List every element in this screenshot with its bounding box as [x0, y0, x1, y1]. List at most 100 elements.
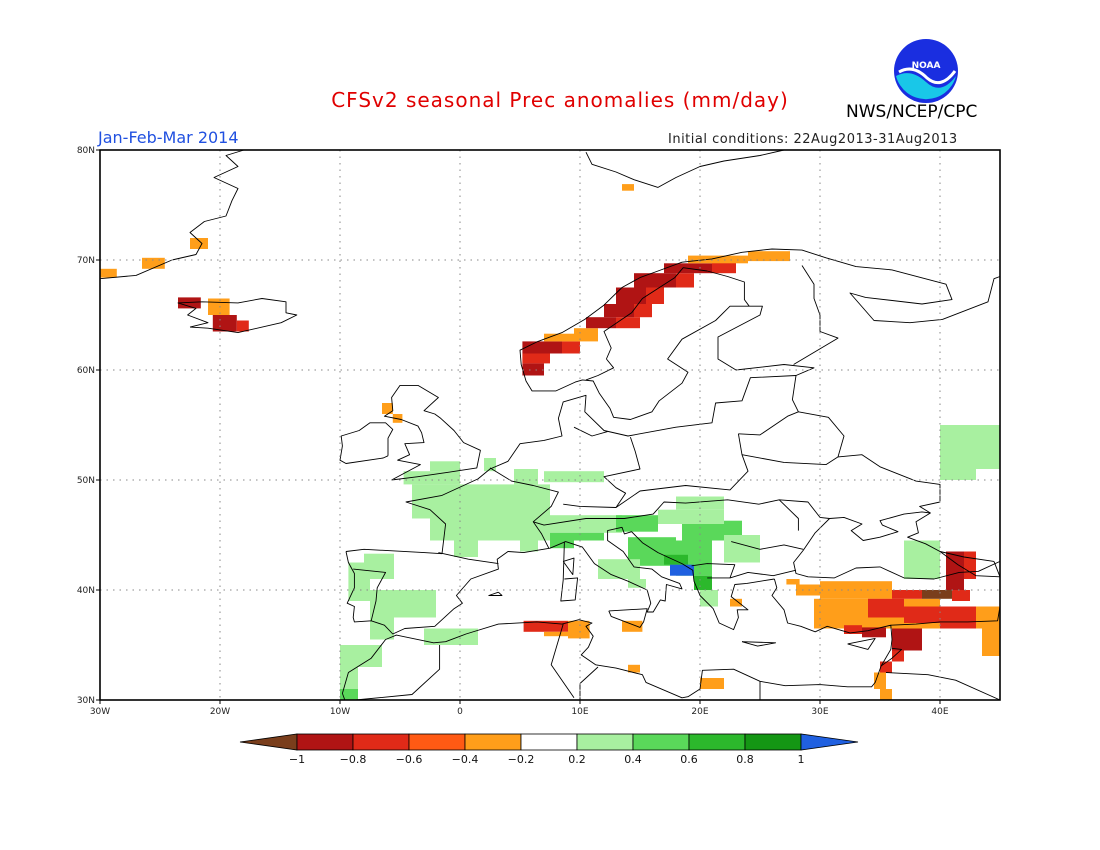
coastline-segment: [741, 411, 845, 466]
anomaly-cell: [892, 628, 922, 651]
x-tick-label: 30E: [811, 707, 828, 717]
anomaly-cell: [544, 471, 604, 483]
x-tick-label: 10W: [330, 707, 350, 717]
coastline-segment: [341, 578, 893, 701]
anomaly-cell: [880, 689, 892, 700]
map-title: CFSv2 seasonal Prec anomalies (mm/day): [331, 88, 789, 112]
colorbar-label: −0.6: [396, 753, 423, 766]
y-tick-label: 30N: [77, 696, 95, 706]
anomaly-cell: [562, 341, 580, 354]
coastline-segment: [383, 384, 481, 481]
coastline-segment: [608, 608, 648, 628]
anomaly-cell: [844, 625, 862, 634]
coastline-segment: [579, 666, 599, 700]
colorbar: −1 −0.8 −0.6 −0.4 −0.2 0.2 0.4 0.6 0.8 1: [239, 733, 859, 766]
y-tick-label: 50N: [77, 476, 95, 486]
anomaly-cell: [940, 425, 976, 480]
anomaly-cell: [340, 645, 382, 667]
colorbar-swatch: [744, 733, 802, 751]
coastline-segment: [847, 637, 876, 650]
anomaly-cell: [100, 268, 117, 278]
anomaly-cell: [724, 520, 742, 535]
anomaly-cell: [946, 551, 964, 590]
coastline-segment: [533, 499, 799, 531]
anomaly-cell: [628, 664, 640, 673]
anomaly-cell: [748, 251, 790, 262]
colorbar-upper-extend: [800, 733, 859, 751]
anomaly-cell: [598, 559, 640, 579]
colorbar-label: 0.8: [736, 753, 754, 766]
coastline-segment: [957, 564, 1001, 578]
anomaly-cell: [616, 287, 646, 304]
anomaly-cell: [424, 628, 478, 645]
anomaly-cell: [403, 471, 460, 485]
colorbar-swatch: [408, 733, 466, 751]
organization-label: NWS/NCEP/CPC: [846, 102, 978, 122]
anomaly-cell: [646, 287, 664, 304]
anomaly-cell: [880, 661, 892, 673]
anomaly-cell: [904, 540, 940, 579]
anomaly-cell: [820, 581, 892, 599]
anomaly-cell: [922, 590, 952, 599]
anomaly-cell: [364, 553, 394, 579]
map-frame: [99, 149, 1001, 701]
x-tick-label: 10E: [571, 707, 588, 717]
y-tick-label: 70N: [77, 256, 95, 266]
anomaly-cell: [340, 689, 358, 700]
coastline-segment: [562, 557, 575, 576]
colorbar-label: −0.2: [508, 753, 535, 766]
coastline-segment: [550, 623, 575, 699]
colorbar-label: 0.6: [680, 753, 698, 766]
anomaly-cell: [622, 620, 643, 632]
anomaly-cell: [412, 484, 550, 519]
anomaly-cell: [622, 184, 634, 191]
anomaly-cell: [550, 515, 622, 533]
anomaly-cell: [212, 315, 237, 332]
initial-conditions-label: Initial conditions: 22Aug2013-31Aug2013: [668, 132, 958, 147]
anomaly-cell: [586, 317, 616, 329]
coastline-segment: [345, 248, 1001, 555]
colorbar-label: −1: [289, 753, 305, 766]
coastline-segment: [731, 541, 804, 550]
anomaly-cell: [676, 273, 694, 288]
coastline-segment: [729, 569, 797, 579]
anomaly-cell: [616, 515, 658, 532]
anomaly-cell: [574, 532, 604, 541]
noaa-logo: NOAA: [894, 39, 958, 103]
anomaly-cell: [892, 650, 904, 662]
coastline-segment: [779, 499, 830, 519]
coastline-segment: [560, 541, 579, 602]
anomaly-cell: [370, 617, 394, 640]
anomaly-cell: [430, 461, 460, 472]
anomaly-cell: [550, 532, 574, 549]
x-tick-label: 20W: [210, 707, 230, 717]
colorbar-swatch: [632, 733, 690, 751]
coastlines-and-borders: [99, 149, 1001, 701]
colorbar-label: 1: [798, 753, 805, 766]
colorbar-swatch: [464, 733, 522, 751]
coastline-segment: [741, 641, 777, 647]
x-tick-label: 30W: [90, 707, 110, 717]
anomaly-cell: [382, 403, 393, 414]
anomaly-cell: [700, 590, 718, 607]
coastline-segment: [993, 561, 1001, 577]
anomaly-cell: [340, 667, 358, 689]
coastline-segment: [353, 568, 387, 621]
colorbar-swatch: [520, 733, 578, 751]
axis-labels: 30W 20W 10W 0 10E 20E 30E 40E 30N 40N 50N 60N 70N 80N: [77, 146, 949, 717]
anomaly-cell: [616, 317, 640, 329]
anomaly-cell: [574, 328, 598, 342]
coastline-segment: [489, 467, 559, 549]
colorbar-label: −0.8: [340, 753, 367, 766]
anomaly-cell: [568, 620, 590, 639]
anomaly-cell: [952, 590, 970, 601]
colorbar-label: 0.2: [568, 753, 586, 766]
anomaly-cell: [892, 590, 922, 599]
anomaly-cell: [700, 678, 724, 689]
anomaly-cell: [982, 628, 1000, 656]
anomaly-cell: [370, 590, 436, 618]
coastline-segment: [837, 454, 941, 514]
coastline-segment: [793, 265, 839, 365]
anomaly-cell: [664, 554, 688, 565]
anomaly-cell: [236, 320, 249, 332]
